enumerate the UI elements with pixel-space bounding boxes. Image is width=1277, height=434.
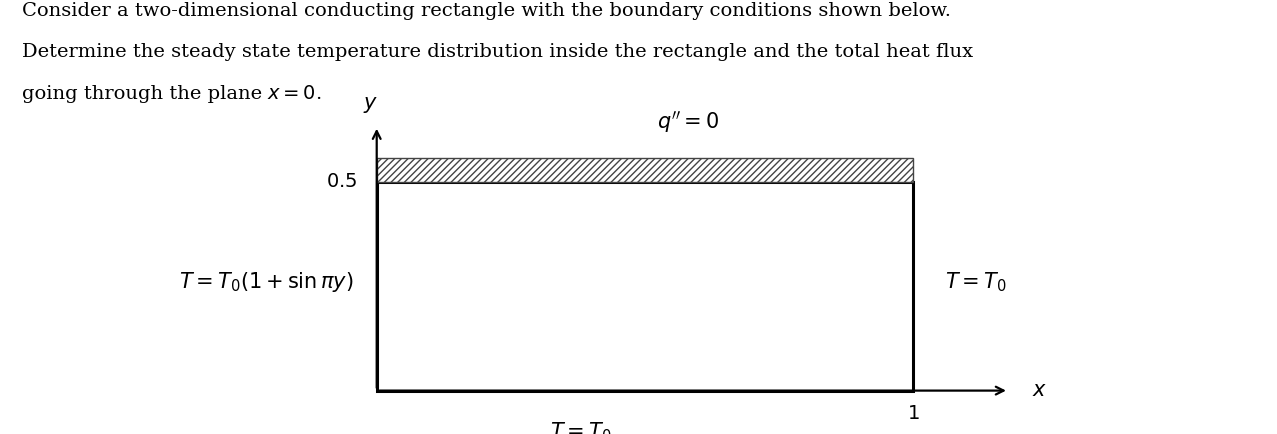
Text: $x = 0$.: $x = 0$. — [267, 85, 322, 102]
Text: $1$: $1$ — [907, 405, 919, 424]
Text: $T = T_0$: $T = T_0$ — [945, 270, 1006, 294]
Bar — [377, 158, 913, 182]
Text: $T = T_0$: $T = T_0$ — [550, 420, 612, 434]
Text: Determine the steady state temperature distribution inside the rectangle and the: Determine the steady state temperature d… — [22, 43, 973, 61]
Text: $y$: $y$ — [363, 95, 378, 115]
Text: $x$: $x$ — [1032, 381, 1047, 400]
Text: $0.5$: $0.5$ — [326, 173, 358, 191]
Text: going through the plane: going through the plane — [22, 85, 268, 102]
Text: Consider a two-dimensional conducting rectangle with the boundary conditions sho: Consider a two-dimensional conducting re… — [22, 2, 950, 20]
Text: $T = T_0\left(1 + \sin \pi y\right)$: $T = T_0\left(1 + \sin \pi y\right)$ — [179, 270, 354, 294]
Bar — [377, 182, 913, 391]
Text: $q'' = 0$: $q'' = 0$ — [656, 108, 719, 135]
